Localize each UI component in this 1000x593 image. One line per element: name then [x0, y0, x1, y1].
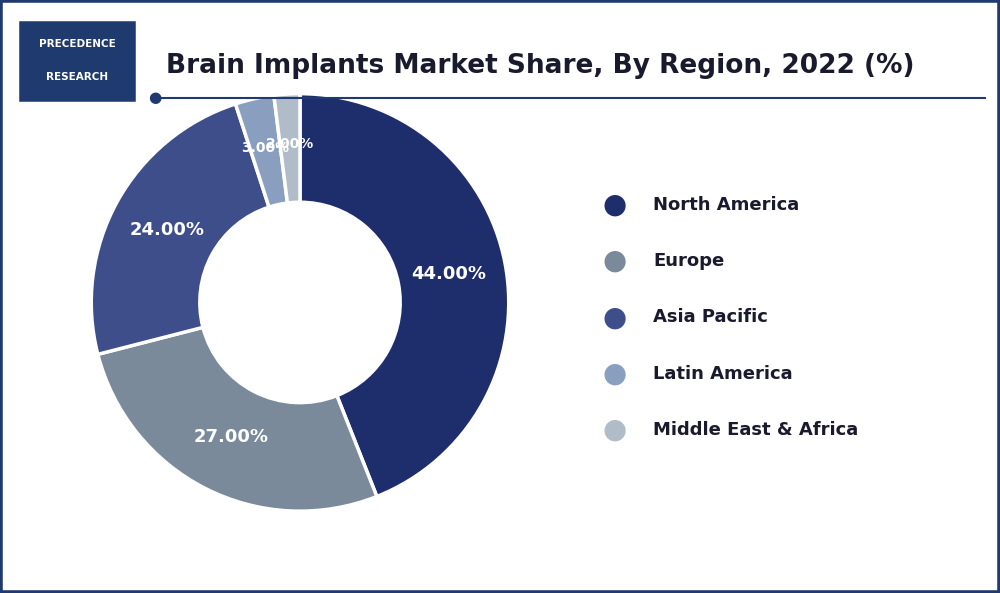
Wedge shape — [235, 95, 287, 207]
Wedge shape — [300, 94, 509, 496]
Text: ●: ● — [603, 416, 627, 444]
Text: Europe: Europe — [653, 252, 724, 270]
Wedge shape — [91, 104, 269, 355]
Text: Latin America: Latin America — [653, 365, 793, 382]
Text: 24.00%: 24.00% — [130, 221, 205, 238]
Text: RESEARCH: RESEARCH — [46, 72, 108, 82]
Text: North America: North America — [653, 196, 799, 213]
Text: 44.00%: 44.00% — [411, 265, 486, 283]
Text: ●: ● — [603, 359, 627, 388]
Text: ●: ● — [603, 247, 627, 275]
Wedge shape — [98, 327, 377, 511]
Text: 27.00%: 27.00% — [194, 428, 269, 447]
Text: Asia Pacific: Asia Pacific — [653, 308, 768, 326]
FancyBboxPatch shape — [17, 18, 137, 103]
Text: ●: ● — [603, 190, 627, 219]
Text: PRECEDENCE: PRECEDENCE — [39, 39, 115, 49]
Wedge shape — [274, 94, 300, 203]
Text: ●: ● — [148, 90, 162, 106]
Text: 2.00%: 2.00% — [266, 137, 314, 151]
Text: Brain Implants Market Share, By Region, 2022 (%): Brain Implants Market Share, By Region, … — [166, 53, 914, 79]
Text: 3.00%: 3.00% — [241, 141, 289, 155]
Text: Middle East & Africa: Middle East & Africa — [653, 421, 858, 439]
Text: ●: ● — [603, 303, 627, 331]
